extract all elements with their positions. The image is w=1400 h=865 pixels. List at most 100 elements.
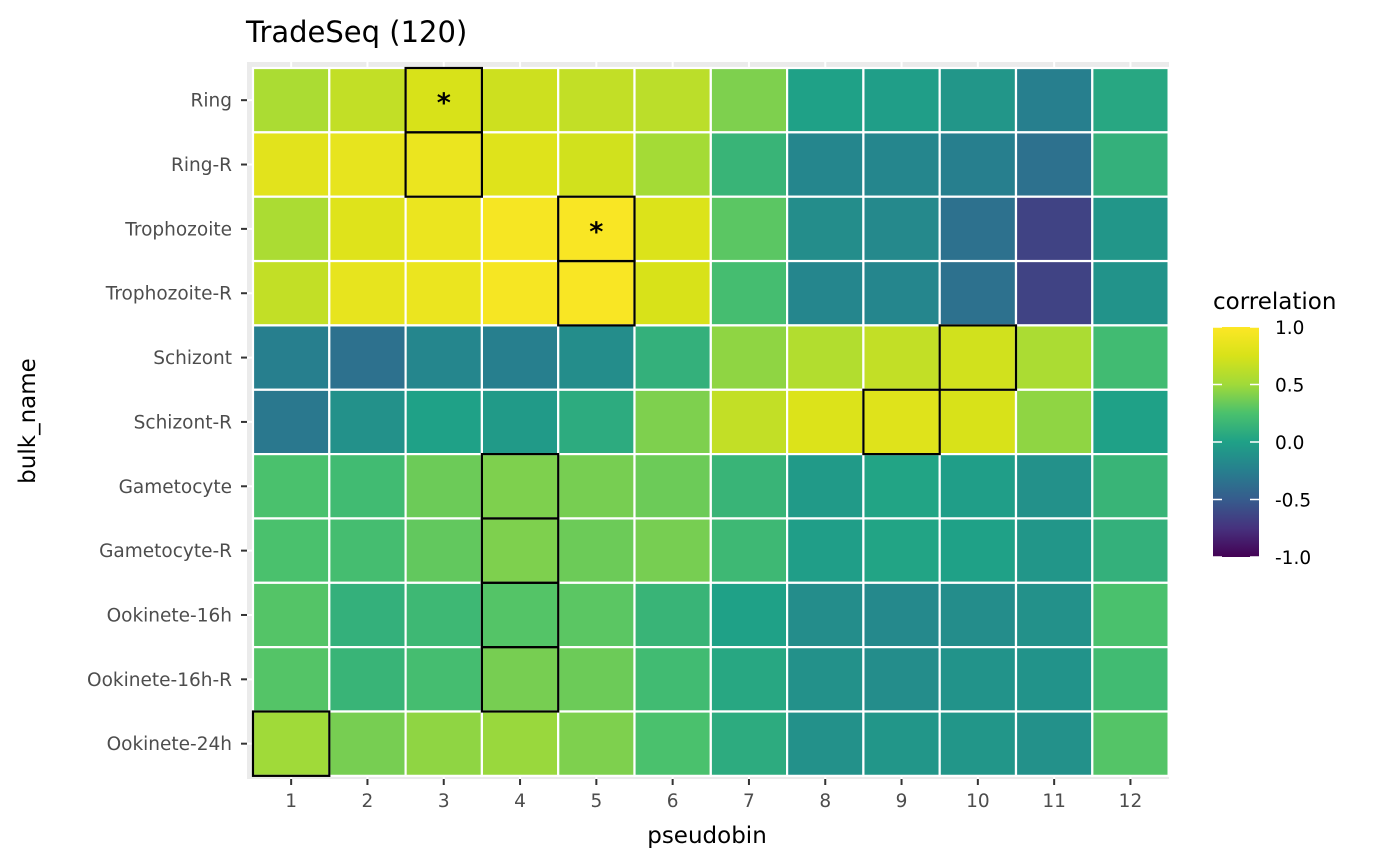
heatmap-cell [633, 259, 712, 327]
heatmap-cell [633, 66, 712, 134]
x-tick-label: 11 [1042, 791, 1066, 812]
heatmap-cell [1014, 646, 1094, 713]
heatmap-cell [633, 517, 712, 584]
heatmap-cell [557, 517, 636, 584]
heatmap-cell [862, 195, 941, 263]
heatmap-cell [862, 259, 941, 327]
heatmap-cell [251, 710, 331, 777]
heatmap-cell [404, 259, 484, 327]
heatmap-cell [862, 453, 941, 520]
y-axis-title: bulk_name [15, 358, 41, 484]
heatmap-cell [1014, 517, 1094, 584]
highlight-cell-border [480, 646, 560, 713]
heatmap-cell [862, 388, 941, 456]
heatmap-cell [404, 324, 484, 391]
heatmap-cell [251, 581, 331, 649]
highlight-cell-border [557, 259, 636, 327]
significance-star: * [589, 217, 603, 248]
heatmap-cell [480, 66, 560, 134]
heatmap-cell [938, 710, 1018, 777]
y-tick-label: Schizont [153, 348, 232, 369]
heatmap-cell [709, 710, 789, 777]
heatmap-cell [404, 646, 484, 713]
heatmap-cell [480, 195, 560, 263]
heatmap-cell [938, 324, 1018, 391]
heatmap-cell [328, 646, 407, 713]
heatmap-cell [862, 646, 941, 713]
x-tick-label: 9 [896, 791, 908, 812]
heatmap-cell [862, 710, 941, 777]
heatmap-cell [633, 131, 712, 198]
heatmap-cell [785, 66, 865, 134]
heatmap-cell [709, 66, 789, 134]
heatmap-cell [709, 581, 789, 649]
legend-tick-label: 0.0 [1275, 433, 1304, 454]
heatmap-cells [251, 66, 1170, 777]
heatmap-cell [1091, 195, 1170, 263]
heatmap-cell [1014, 388, 1094, 456]
highlight-cell-border [862, 388, 941, 456]
heatmap-cell [633, 388, 712, 456]
x-tick-label: 3 [438, 791, 450, 812]
chart-title: TradeSeq (120) [245, 15, 467, 49]
heatmap-cell [1091, 66, 1170, 134]
x-tick-label: 5 [590, 791, 602, 812]
heatmap-cell [1014, 131, 1094, 198]
heatmap-cell [480, 453, 560, 520]
heatmap-cell [251, 324, 331, 391]
x-tick-label: 4 [514, 791, 526, 812]
heatmap-cell [785, 517, 865, 584]
y-tick-label: Ring-R [171, 155, 232, 176]
heatmap-cell [557, 66, 636, 134]
x-tick-label: 7 [743, 791, 755, 812]
legend-title: correlation [1213, 289, 1336, 315]
heatmap-cell [251, 453, 331, 520]
heatmap-cell [1091, 324, 1170, 391]
highlight-cell-border [251, 710, 331, 777]
x-tick-label: 1 [285, 791, 297, 812]
heatmap-cell [633, 646, 712, 713]
y-tick-label: Gametocyte [119, 477, 232, 498]
heatmap-cell [938, 195, 1018, 263]
heatmap-cell [404, 453, 484, 520]
heatmap-cell [251, 195, 331, 263]
heatmap-cell [709, 646, 789, 713]
heatmap-cell [480, 581, 560, 649]
heatmap-cell [328, 66, 407, 134]
heatmap-cell [251, 131, 331, 198]
heatmap-cell [404, 195, 484, 263]
heatmap-cell [633, 453, 712, 520]
heatmap-cell [557, 131, 636, 198]
y-tick-label: Ring [191, 91, 232, 112]
y-tick-label: Schizont-R [134, 412, 232, 433]
x-tick-label: 10 [966, 791, 990, 812]
heatmap-cell [251, 388, 331, 456]
heatmap-cell [1091, 710, 1170, 777]
heatmap-cell [404, 517, 484, 584]
heatmap-cell [785, 388, 865, 456]
legend-ticks: 1.0 0.5 0.0 -0.5 -1.0 [1213, 318, 1311, 569]
heatmap-cell [328, 259, 407, 327]
x-tick-label: 12 [1119, 791, 1143, 812]
legend-tick-label: -0.5 [1275, 491, 1311, 512]
x-axis-title: pseudobin [647, 823, 767, 849]
x-tick-label: 2 [362, 791, 374, 812]
significance-star: * [437, 88, 451, 119]
heatmap-cell [938, 388, 1018, 456]
y-tick-label: Trophozoite [124, 219, 232, 240]
heatmap-cell [557, 259, 636, 327]
heatmap-cell [938, 581, 1018, 649]
heatmap-cell [1091, 517, 1170, 584]
heatmap-cell [328, 195, 407, 263]
heatmap-cell [1014, 710, 1094, 777]
heatmap-cell [633, 324, 712, 391]
heatmap-cell [709, 259, 789, 327]
heatmap-cell [633, 195, 712, 263]
heatmap-cell [938, 131, 1018, 198]
heatmap-cell [328, 453, 407, 520]
heatmap-cell [938, 453, 1018, 520]
heatmap-cell [557, 581, 636, 649]
heatmap-cell [480, 646, 560, 713]
highlight-cell-border [938, 324, 1018, 391]
